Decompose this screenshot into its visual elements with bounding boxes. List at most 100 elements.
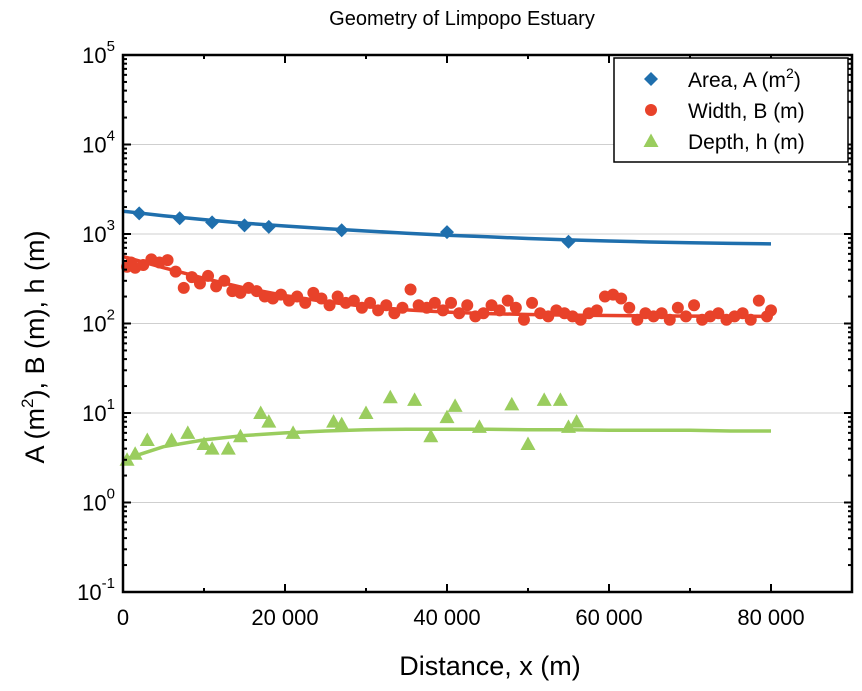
data-point-circle xyxy=(744,313,757,326)
y-tick-label: 104 xyxy=(82,128,115,158)
data-point-circle xyxy=(615,292,628,305)
data-point-circle xyxy=(169,265,182,278)
axis-ticks xyxy=(122,54,852,593)
y-tick-label: 101 xyxy=(82,396,115,426)
data-point-diamond xyxy=(561,234,576,249)
data-point-triangle xyxy=(520,436,536,451)
data-point-diamond xyxy=(261,219,276,234)
data-point-circle xyxy=(526,296,539,309)
data-point-triangle xyxy=(561,419,576,433)
legend-label: Area, A (m2) xyxy=(688,65,801,92)
data-point-circle xyxy=(299,296,312,309)
y-tick-label: 103 xyxy=(82,217,115,247)
data-point-circle xyxy=(347,294,360,307)
data-point-triangle xyxy=(261,414,277,428)
data-point-circle xyxy=(161,254,174,267)
data-point-circle xyxy=(453,307,466,320)
data-point-circle xyxy=(712,307,725,320)
data-point-diamond xyxy=(172,211,187,226)
y-tick-label: 100 xyxy=(82,486,115,516)
data-point-circle xyxy=(185,271,198,284)
data-point-circle xyxy=(493,304,506,317)
data-point-triangle xyxy=(423,428,439,443)
data-point-circle xyxy=(445,296,458,309)
data-point-circle xyxy=(590,304,603,317)
data-point-triangle xyxy=(471,419,487,433)
data-point-triangle xyxy=(196,436,212,451)
data-point-circle xyxy=(671,301,684,314)
chart-title: Geometry of Limpopo Estuary xyxy=(329,8,595,30)
y-axis-title: A (m2), B (m), h (m) xyxy=(18,231,50,464)
legend-marker-triangle xyxy=(643,133,659,147)
data-point-triangle xyxy=(569,414,585,428)
data-point-circle xyxy=(501,294,514,307)
data-point-diamond xyxy=(205,215,220,230)
x-tick-label: 0 xyxy=(117,605,129,630)
data-point-triangle xyxy=(447,398,463,412)
data-point-diamond xyxy=(334,223,349,238)
x-tick-label: 60 000 xyxy=(575,605,642,630)
y-tick-labels: 10-1 100 101 102 103 104 105 xyxy=(77,38,115,605)
data-point-triangle xyxy=(326,414,342,428)
legend-label: Width, B (m) xyxy=(688,100,805,123)
legend-marker-circle xyxy=(645,104,657,116)
y-tick-label: 105 xyxy=(82,38,115,68)
data-point-triangle xyxy=(164,432,180,446)
y-tick-label: 10-1 xyxy=(77,575,115,605)
data-point-triangle xyxy=(334,416,350,431)
data-points xyxy=(119,206,777,466)
data-point-circle xyxy=(461,299,474,312)
data-point-triangle xyxy=(204,441,220,455)
data-point-circle xyxy=(509,301,522,314)
data-point-circle xyxy=(218,274,231,287)
data-point-circle xyxy=(752,294,765,307)
data-point-circle xyxy=(331,290,344,303)
legend-label: Depth, h (m) xyxy=(688,131,805,154)
data-point-circle xyxy=(436,304,449,317)
data-point-triangle xyxy=(358,405,374,419)
data-point-circle xyxy=(396,301,409,314)
data-point-circle xyxy=(574,313,587,326)
x-tick-label: 80 000 xyxy=(737,605,804,630)
data-point-triangle xyxy=(407,392,423,406)
fit-line-triangle xyxy=(122,427,771,462)
data-point-diamond xyxy=(440,225,454,240)
legend-marker-diamond xyxy=(644,72,658,86)
data-point-circle xyxy=(631,313,644,326)
x-axis-title: Distance, x (m) xyxy=(399,651,581,681)
data-point-triangle xyxy=(127,446,143,460)
data-point-circle xyxy=(736,307,749,320)
grid xyxy=(123,144,852,503)
data-point-circle xyxy=(315,292,328,305)
data-point-circle xyxy=(428,296,441,309)
data-point-circle xyxy=(380,299,393,312)
data-point-triangle xyxy=(439,409,455,424)
data-point-circle xyxy=(291,290,304,303)
data-point-diamond xyxy=(132,206,147,221)
data-point-circle xyxy=(765,304,777,317)
data-point-circle xyxy=(202,269,215,282)
data-point-triangle xyxy=(220,441,236,455)
x-tick-label: 20 000 xyxy=(251,605,318,630)
data-point-circle xyxy=(177,281,190,294)
data-point-triangle xyxy=(139,432,155,446)
data-point-circle xyxy=(323,299,336,312)
data-point-circle xyxy=(477,307,490,320)
data-point-triangle xyxy=(536,392,552,406)
data-point-triangle xyxy=(285,425,301,439)
data-point-triangle xyxy=(180,425,196,439)
data-point-circle xyxy=(679,310,692,323)
data-point-triangle xyxy=(504,396,520,411)
data-point-triangle xyxy=(253,405,269,419)
data-point-circle xyxy=(688,299,701,312)
data-point-circle xyxy=(193,277,206,290)
data-point-diamond xyxy=(237,218,252,233)
data-point-triangle xyxy=(552,392,568,406)
y-tick-label: 102 xyxy=(82,307,115,337)
data-point-triangle xyxy=(382,389,398,404)
data-point-circle xyxy=(404,283,417,296)
x-tick-label: 40 000 xyxy=(413,605,480,630)
x-tick-labels: 0 20 000 40 000 60 000 80 000 xyxy=(117,605,805,630)
data-point-circle xyxy=(663,313,676,326)
data-point-circle xyxy=(364,296,377,309)
